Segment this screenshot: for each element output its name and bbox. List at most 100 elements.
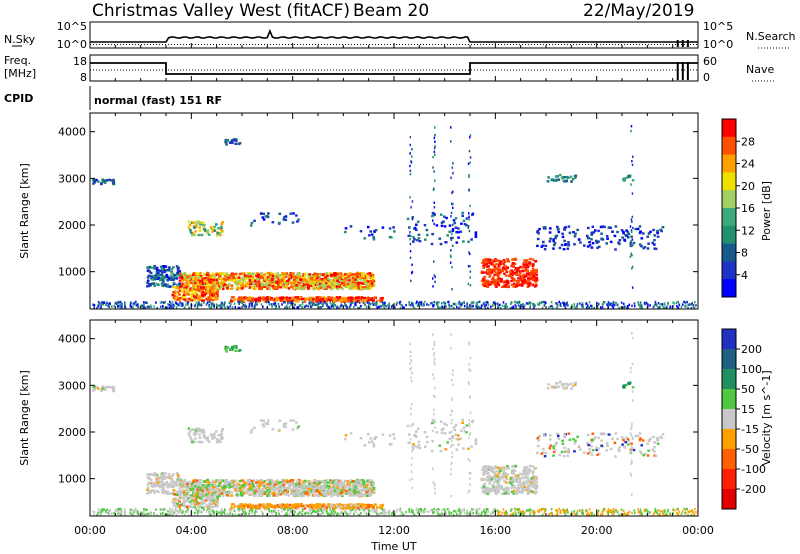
echo-cell [598,245,601,248]
echo-cell [288,305,291,309]
echo-cell [564,306,567,309]
echo-cell [216,282,219,285]
echo-cell [169,484,173,487]
echo-cell [135,302,137,305]
echo-cell [165,476,169,479]
echo-cell [287,494,291,497]
echo-cell [223,305,226,308]
echo-cell [377,305,380,309]
echo-cell [161,485,165,488]
echo-cell [159,483,163,487]
echo-cell [188,500,192,504]
echo-cell [271,284,274,288]
echo-cell [588,306,591,309]
echo-cell [168,473,171,476]
echo-cell [661,226,665,229]
echo-cell [468,188,470,191]
echo-cell [368,487,372,490]
echo-cell [587,306,590,309]
echo-cell [208,286,212,289]
echo-cell [497,306,499,309]
echo-cell [504,269,508,272]
echo-cell [409,169,412,172]
echo-cell [188,297,191,301]
echo-cell [309,275,312,279]
echo-cell [226,284,229,287]
echo-cell [354,296,358,300]
echo-cell [361,287,364,291]
echo-cell [335,488,339,491]
echo-cell [316,489,319,492]
echo-cell [199,491,202,494]
echo-cell [340,284,344,287]
echo-cell [248,493,252,496]
echo-cell [573,305,576,308]
echo-cell [516,280,519,283]
echo-cell [186,278,190,282]
echo-cell [216,288,219,292]
echo-cell [222,479,225,483]
echo-cell [597,240,600,243]
echo-cell [329,503,333,506]
echo-cell [216,280,219,284]
echo-cell [162,275,165,278]
echo-cell [243,305,246,309]
echo-cell [609,226,612,229]
echo-cell [211,495,215,499]
echo-cell [511,270,515,274]
echo-cell [662,306,665,309]
echo-cell [260,272,264,275]
echo-cell [611,230,614,233]
echo-cell [628,303,631,306]
echo-cell [640,245,643,248]
echo-cell [146,473,149,476]
echo-cell [434,275,436,279]
echo-cell [217,488,221,491]
echo-cell [452,202,454,206]
echo-cell [186,505,189,509]
echo-cell [203,486,206,490]
echo-cell [338,274,342,277]
echo-cell [167,268,170,271]
echo-cell [152,282,156,285]
echo-cell [537,232,540,235]
echo-cell [576,302,579,306]
echo-cell [237,299,240,302]
echo-cell [296,286,299,289]
echo-cell [641,232,645,235]
echo-cell [486,285,490,289]
echo-cell [161,278,165,281]
echo-cell [551,306,554,309]
echo-cell [297,282,301,285]
echo-cell [552,243,556,247]
echo-cell [332,305,335,309]
echo-cell [169,274,173,277]
echo-cell [350,481,353,484]
echo-cell [173,286,177,289]
echo-cell [304,281,308,284]
echo-cell [213,229,217,232]
echo-cell [313,275,317,279]
echo-cell [379,299,382,303]
echo-cell [147,274,151,277]
echo-cell [433,274,436,277]
echo-cell [465,224,468,227]
echo-cell [434,134,436,137]
echo-cell [591,225,595,228]
echo-cell [262,218,266,221]
echo-cell [260,282,264,286]
echo-cell [614,225,618,228]
echo-cell [411,148,413,151]
echo-cell [348,494,351,497]
echo-cell [244,481,247,484]
echo-cell [249,275,253,278]
echo-cell [433,213,435,216]
echo-cell [202,493,206,496]
echo-cell [266,483,270,486]
echo-cell [249,283,252,286]
echo-cell [523,306,525,309]
echo-cell [226,305,229,308]
echo-cell [318,284,321,288]
echo-cell [518,272,522,275]
